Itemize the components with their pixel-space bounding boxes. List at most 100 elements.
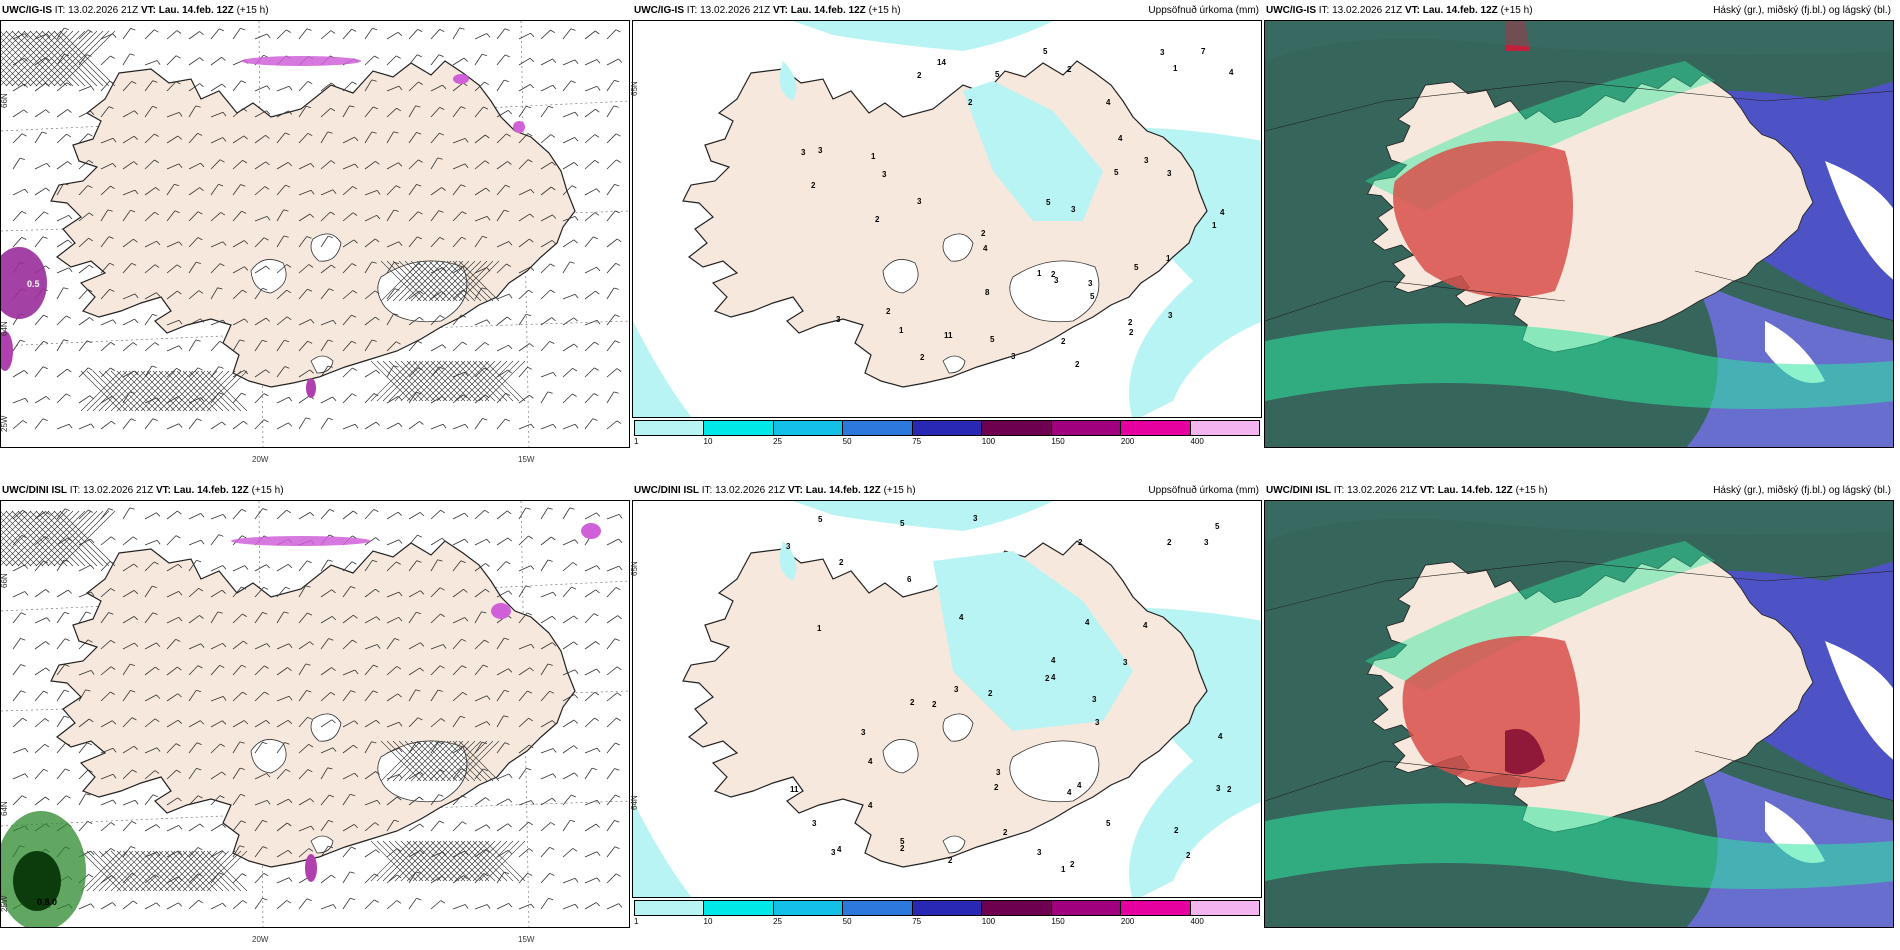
precip-value-label: 1	[1061, 865, 1066, 874]
precip-value-label: 2	[875, 215, 880, 224]
precip-value-label: 3	[836, 315, 841, 324]
precip-value-label: 5	[900, 519, 905, 528]
precip-value-label: 8	[985, 288, 990, 297]
precip-value-label: 5	[1046, 198, 1051, 207]
colorbar-tick-label: 200	[1120, 917, 1135, 926]
panel-clouds-dini: UWC/DINI ISL IT: 13.02.2026 21Z VT: Lau.…	[1264, 480, 1894, 928]
precip-colorbar	[634, 420, 1260, 436]
panel-title: UWC/IG-IS IT: 13.02.2026 21Z VT: Lau. 14…	[634, 5, 901, 16]
precip-value-label: 4	[868, 757, 873, 766]
precip-value-label: 1	[817, 624, 822, 633]
precip-value-label: 3	[818, 146, 823, 155]
colorbar-cell	[773, 421, 844, 435]
colorbar-cell	[635, 901, 705, 915]
precip-value-label: 3	[1095, 718, 1100, 727]
precip-value-label: 5	[995, 70, 1000, 79]
precip-value-label: 2	[839, 558, 844, 567]
precip-value-label: 3	[996, 768, 1001, 777]
colorbar-tick-label: 50	[842, 437, 852, 446]
precip-value-label: 2	[1067, 65, 1072, 74]
colorbar-cell	[1121, 901, 1191, 915]
lat-label-25: 25W	[0, 415, 9, 432]
precip-value-label: 4	[1051, 673, 1056, 682]
precip-value-label: 1	[1037, 269, 1042, 278]
map-frame[interactable]	[1264, 20, 1894, 448]
precip-value-label: 2	[981, 229, 986, 238]
precip-value-label: 2	[988, 689, 993, 698]
map-frame[interactable]: 0.5	[0, 20, 630, 448]
precip-value-label: 3	[1054, 276, 1059, 285]
precip-value-label: 3	[1168, 311, 1173, 320]
precip-value-label: 4	[1085, 618, 1090, 627]
colorbar-cell	[1190, 901, 1259, 915]
precip-value-label: 1	[1173, 64, 1178, 73]
precip-value-label: 3	[861, 728, 866, 737]
colorbar-cell	[1051, 901, 1122, 915]
precip-value-label: 3	[801, 148, 806, 157]
map-frame[interactable]: 2 1 5 5 5 2 2 2 3 4 2 2 3 2 2 2 1 2 2 3 4 5 4 3 4 3 11 4 5 3 2 2 3 3 4 3 3 3 4…	[632, 500, 1262, 898]
precip-map[interactable]: 2155522234223222122345434311453223343334…	[633, 501, 1262, 898]
precip-value-label: 1	[899, 326, 904, 335]
wind-map[interactable]: 0.5	[1, 21, 630, 448]
precip-value-label: 3	[1092, 695, 1097, 704]
precip-value-label: 2	[910, 698, 915, 707]
lon-label-20: 20W	[252, 935, 269, 944]
precip-value-label: 2	[1186, 851, 1191, 860]
map-frame[interactable]: 2 2 2 1 3 2 1 3 4 1 3 3 2 2 5 3 2 1 5 3 2 3 2 2 3 4 2 3 3 2 5 7 4 11 14 5 5 3…	[632, 20, 1262, 418]
precip-value-label: 5	[990, 335, 995, 344]
colorbar-cell	[773, 901, 844, 915]
precip-value-label: 2	[1128, 318, 1133, 327]
precip-value-label: 14	[937, 58, 946, 67]
precip-value-label: 4	[1118, 134, 1123, 143]
precip-value-label: 2	[1051, 270, 1056, 279]
lon-label-15: 15W	[518, 935, 535, 944]
colorbar-cell	[704, 421, 774, 435]
svg-text:0.8.0: 0.8.0	[37, 897, 57, 907]
precip-value-label: 2	[1129, 328, 1134, 337]
lat-label-65: 65N	[630, 81, 639, 96]
precip-value-label: 1	[1212, 221, 1217, 230]
colorbar-cell	[982, 421, 1052, 435]
colorbar-tick-label: 10	[703, 437, 713, 446]
colorbar-cell	[1051, 421, 1122, 435]
lat-label-64: 64N	[630, 795, 639, 810]
precip-value-label: 3	[812, 819, 817, 828]
cloud-map[interactable]	[1265, 501, 1894, 928]
precip-value-label: 3	[1071, 205, 1076, 214]
colorbar-cell	[912, 901, 983, 915]
precip-value-label: 3	[831, 848, 836, 857]
svg-text:0.5: 0.5	[27, 279, 40, 289]
panel-product-label: Háský (gr.), miðský (fj.bl.) og lágský (…	[1713, 485, 1891, 496]
colorbar-cell	[912, 421, 983, 435]
map-frame[interactable]: 0.8.0	[0, 500, 630, 928]
precip-value-label: 5	[1134, 263, 1139, 272]
panel-precip-ig: UWC/IG-IS IT: 13.02.2026 21Z VT: Lau. 14…	[630, 0, 1262, 448]
panel-title: UWC/DINI ISL IT: 13.02.2026 21Z VT: Lau.…	[1266, 485, 1548, 496]
precip-value-label: 2	[994, 783, 999, 792]
wind-map[interactable]: 0.8.0	[1, 501, 630, 928]
precip-value-label: 3	[1123, 658, 1128, 667]
panel-clouds-ig: UWC/IG-IS IT: 13.02.2026 21Z VT: Lau. 14…	[1264, 0, 1894, 448]
precip-value-label: 3	[917, 197, 922, 206]
precip-value-label: 5	[1114, 168, 1119, 177]
lat-label-25: 25W	[0, 895, 9, 912]
precip-value-label: 3	[1144, 156, 1149, 165]
colorbar-tick-label: 75	[912, 917, 922, 926]
precip-value-label: 2	[932, 700, 937, 709]
colorbar-labels: 1 10 25 50 75 100 150 200 400	[634, 917, 1260, 928]
colorbar-tick-label: 400	[1190, 437, 1204, 446]
precip-value-label: 4	[1229, 68, 1234, 77]
precip-value-label: 3	[1011, 352, 1016, 361]
map-frame[interactable]	[1264, 500, 1894, 928]
colorbar-labels: 1 10 25 50 75 100 150 200 400	[634, 437, 1260, 448]
colorbar-tick-label: 25	[773, 437, 783, 446]
panel-title: UWC/DINI ISL IT: 13.02.2026 21Z VT: Lau.…	[2, 485, 284, 496]
lat-label-66: 66N	[0, 93, 9, 108]
precip-value-label: 5	[900, 837, 905, 846]
panel-product-label: Háský (gr.), miðský (fj.bl.) og lágský (…	[1713, 5, 1891, 16]
cloud-map[interactable]	[1265, 21, 1894, 448]
precip-value-label: 3	[1167, 169, 1172, 178]
colorbar-cell	[843, 421, 913, 435]
precip-value-label: 2	[1075, 360, 1080, 369]
